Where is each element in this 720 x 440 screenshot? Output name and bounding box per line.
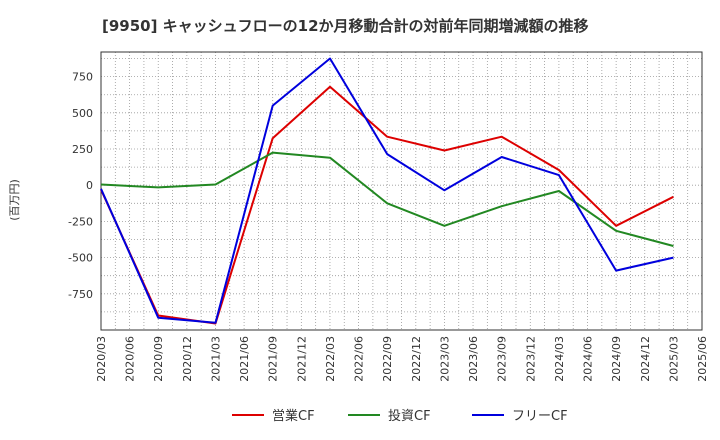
x-tick-label: 2023/03 xyxy=(438,336,451,382)
y-tick-label: -250 xyxy=(68,215,93,228)
x-tick-label: 2020/12 xyxy=(181,336,194,382)
x-tick-label: 2020/03 xyxy=(95,336,108,382)
series-line xyxy=(100,151,674,247)
y-tick-label: 500 xyxy=(72,107,93,120)
x-tick-label: 2022/03 xyxy=(324,336,337,382)
legend-label: 営業CF xyxy=(272,408,315,424)
x-tick-label: 2021/06 xyxy=(238,336,251,382)
x-tick-label: 2020/06 xyxy=(124,336,137,382)
series xyxy=(100,57,674,325)
legend-label: 投資CF xyxy=(388,408,431,424)
x-tick-label: 2022/06 xyxy=(353,336,366,382)
x-tick-label: 2021/09 xyxy=(267,336,280,382)
x-tick-label: 2022/09 xyxy=(381,336,394,382)
legend-label: フリーCF xyxy=(512,409,568,424)
x-tick-label: 2025/03 xyxy=(667,336,680,382)
y-tick-label: 250 xyxy=(72,143,93,156)
x-tick-label: 2025/06 xyxy=(696,336,709,382)
y-tick-label: 0 xyxy=(86,179,93,192)
y-tick-label: 750 xyxy=(72,71,93,84)
x-tick-label: 2024/06 xyxy=(582,336,595,382)
axes: -750 -500 -250 0 250 500 750 2020/03 2020/06 2020… xyxy=(68,51,709,382)
legend: 営業CF 投資CF フリーCF xyxy=(232,408,568,424)
x-tick-label: 2023/06 xyxy=(467,336,480,382)
x-tick-label: 2023/09 xyxy=(496,336,509,382)
chart-title: [9950] キャッシュフローの12か月移動合計の対前年同期増減額の推移 xyxy=(102,17,589,35)
series-line xyxy=(100,57,674,324)
x-tick-label: 2021/12 xyxy=(295,336,308,382)
x-tick-label: 2024/12 xyxy=(639,336,652,382)
y-tick-label: -500 xyxy=(68,252,93,265)
y-axis-label: (百万円) xyxy=(8,179,21,221)
y-tick-label: -750 xyxy=(68,288,93,301)
x-tick-label: 2022/12 xyxy=(410,336,423,382)
x-tick-label: 2020/09 xyxy=(152,336,165,382)
x-tick-label: 2023/12 xyxy=(524,336,537,382)
x-tick-label: 2024/03 xyxy=(553,336,566,382)
x-tick-label: 2021/03 xyxy=(209,336,222,382)
x-tick-label: 2024/09 xyxy=(610,336,623,382)
